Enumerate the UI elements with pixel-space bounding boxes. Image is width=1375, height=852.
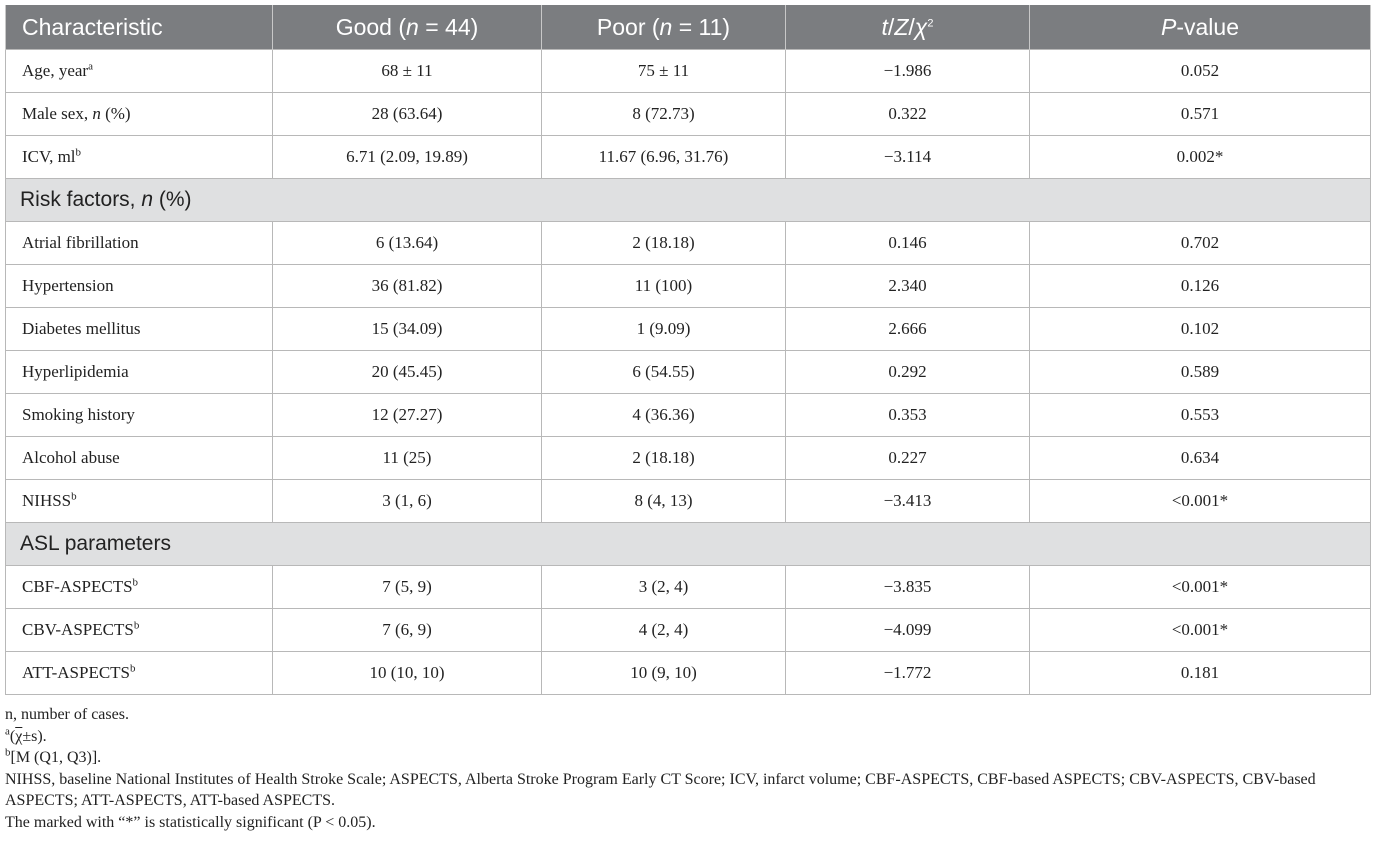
cell-good: 68 ± 11 [272,49,542,93]
cell-good: 36 (81.82) [272,264,542,308]
cell-good: 3 (1, 6) [272,479,542,523]
table-row: Age, yeara 68 ± 11 75 ± 11 −1.986 0.052 [5,49,1371,93]
table-footnotes: n, number of cases. a(χ±s). b[M (Q1, Q3)… [5,704,1370,833]
cell-pvalue: 0.126 [1029,264,1371,308]
cell-pvalue: 0.553 [1029,393,1371,437]
table-row: Hyperlipidemia 20 (45.45) 6 (54.55) 0.29… [5,350,1371,394]
cell-good: 7 (6, 9) [272,608,542,652]
cell-good: 15 (34.09) [272,307,542,351]
table-container: Characteristic Good (n = 44) Poor (n = 1… [5,5,1371,833]
cell-stat: 0.227 [785,436,1030,480]
table-row: Smoking history 12 (27.27) 4 (36.36) 0.3… [5,393,1371,437]
table-row: CBF-ASPECTSb 7 (5, 9) 3 (2, 4) −3.835 <0… [5,565,1371,609]
cell-stat: 0.146 [785,221,1030,265]
section-title: ASL parameters [5,522,1371,566]
cell-pvalue: 0.634 [1029,436,1371,480]
row-label: CBF-ASPECTSb [5,565,273,609]
cell-stat: 2.666 [785,307,1030,351]
cell-good: 6.71 (2.09, 19.89) [272,135,542,179]
row-label: Atrial fibrillation [5,221,273,265]
header-row: Characteristic Good (n = 44) Poor (n = 1… [5,5,1371,50]
cell-poor: 10 (9, 10) [541,651,786,695]
row-label: CBV-ASPECTSb [5,608,273,652]
row-label: NIHSSb [5,479,273,523]
cell-stat: −3.413 [785,479,1030,523]
row-label: Smoking history [5,393,273,437]
cell-pvalue: 0.052 [1029,49,1371,93]
cell-pvalue: <0.001* [1029,608,1371,652]
cell-poor: 6 (54.55) [541,350,786,394]
cell-good: 28 (63.64) [272,92,542,136]
cell-pvalue: 0.002* [1029,135,1371,179]
cell-poor: 3 (2, 4) [541,565,786,609]
section-title: Risk factors, n (%) [5,178,1371,222]
cell-stat: −4.099 [785,608,1030,652]
table-row: Male sex, n (%) 28 (63.64) 8 (72.73) 0.3… [5,92,1371,136]
table-row: Hypertension 36 (81.82) 11 (100) 2.340 0… [5,264,1371,308]
cell-poor: 4 (2, 4) [541,608,786,652]
cell-poor: 1 (9.09) [541,307,786,351]
header-pvalue: P-value [1029,5,1371,50]
cell-pvalue: 0.589 [1029,350,1371,394]
cell-pvalue: 0.102 [1029,307,1371,351]
cell-stat: −3.114 [785,135,1030,179]
header-poor: Poor (n = 11) [541,5,786,50]
table-row: Atrial fibrillation 6 (13.64) 2 (18.18) … [5,221,1371,265]
section-row-asl-parameters: ASL parameters [5,522,1371,566]
header-statistic: t/Z/χ2 [785,5,1030,50]
cell-pvalue: 0.181 [1029,651,1371,695]
cell-stat: 0.292 [785,350,1030,394]
header-good: Good (n = 44) [272,5,542,50]
cell-stat: 0.353 [785,393,1030,437]
row-label: Age, yeara [5,49,273,93]
cell-stat: 0.322 [785,92,1030,136]
header-characteristic: Characteristic [5,5,273,50]
row-label: Hyperlipidemia [5,350,273,394]
row-label: Diabetes mellitus [5,307,273,351]
cell-stat: −3.835 [785,565,1030,609]
cell-stat: 2.340 [785,264,1030,308]
footnote-abbreviations: NIHSS, baseline National Institutes of H… [5,770,1316,810]
row-label: Male sex, n (%) [5,92,273,136]
row-label: ICV, mlb [5,135,273,179]
footnote-b: b[M (Q1, Q3)]. [5,746,102,766]
row-label: Alcohol abuse [5,436,273,480]
table-row: NIHSSb 3 (1, 6) 8 (4, 13) −3.413 <0.001* [5,479,1371,523]
table-row: Diabetes mellitus 15 (34.09) 1 (9.09) 2.… [5,307,1371,351]
row-label: ATT-ASPECTSb [5,651,273,695]
cell-good: 20 (45.45) [272,350,542,394]
cell-stat: −1.772 [785,651,1030,695]
cell-poor: 8 (4, 13) [541,479,786,523]
row-label: Hypertension [5,264,273,308]
footnote-significance: The marked with “*” is statistically sig… [5,813,376,831]
section-row-risk-factors: Risk factors, n (%) [5,178,1371,222]
cell-poor: 75 ± 11 [541,49,786,93]
cell-good: 10 (10, 10) [272,651,542,695]
footnote-a: a(χ±s). [5,725,47,745]
cell-pvalue: 0.702 [1029,221,1371,265]
table-row: CBV-ASPECTSb 7 (6, 9) 4 (2, 4) −4.099 <0… [5,608,1371,652]
cell-poor: 4 (36.36) [541,393,786,437]
cell-good: 11 (25) [272,436,542,480]
cell-pvalue: <0.001* [1029,565,1371,609]
cell-poor: 2 (18.18) [541,221,786,265]
cell-poor: 2 (18.18) [541,436,786,480]
cell-poor: 11 (100) [541,264,786,308]
characteristics-table: Characteristic Good (n = 44) Poor (n = 1… [5,5,1371,695]
cell-poor: 8 (72.73) [541,92,786,136]
cell-stat: −1.986 [785,49,1030,93]
table-row: Alcohol abuse 11 (25) 2 (18.18) 0.227 0.… [5,436,1371,480]
table-row: ICV, mlb 6.71 (2.09, 19.89) 11.67 (6.96,… [5,135,1371,179]
footnote-n: n, number of cases. [5,706,129,723]
cell-poor: 11.67 (6.96, 31.76) [541,135,786,179]
cell-good: 7 (5, 9) [272,565,542,609]
cell-good: 12 (27.27) [272,393,542,437]
cell-pvalue: 0.571 [1029,92,1371,136]
cell-good: 6 (13.64) [272,221,542,265]
cell-pvalue: <0.001* [1029,479,1371,523]
table-row: ATT-ASPECTSb 10 (10, 10) 10 (9, 10) −1.7… [5,651,1371,695]
